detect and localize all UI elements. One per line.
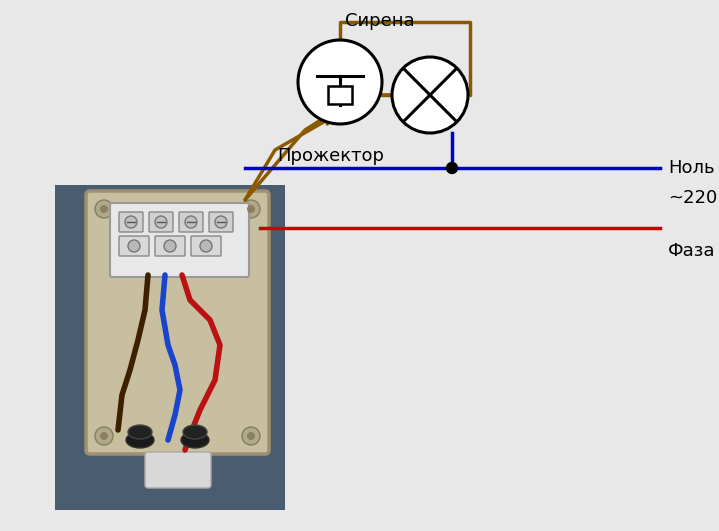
Circle shape <box>95 200 113 218</box>
Circle shape <box>100 205 108 213</box>
Circle shape <box>200 240 212 252</box>
Circle shape <box>446 162 457 174</box>
FancyBboxPatch shape <box>119 212 143 232</box>
Circle shape <box>100 432 108 440</box>
Circle shape <box>185 216 197 228</box>
Ellipse shape <box>128 425 152 439</box>
Circle shape <box>155 216 167 228</box>
FancyBboxPatch shape <box>191 236 221 256</box>
Circle shape <box>215 216 227 228</box>
Bar <box>55 185 285 510</box>
Circle shape <box>298 40 382 124</box>
Circle shape <box>392 57 468 133</box>
FancyBboxPatch shape <box>110 203 249 277</box>
FancyBboxPatch shape <box>209 212 233 232</box>
Text: ~220В: ~220В <box>668 189 719 207</box>
FancyBboxPatch shape <box>149 212 173 232</box>
Circle shape <box>242 200 260 218</box>
Circle shape <box>247 205 255 213</box>
FancyBboxPatch shape <box>86 191 269 454</box>
Circle shape <box>95 427 113 445</box>
Circle shape <box>125 216 137 228</box>
Circle shape <box>128 240 140 252</box>
Text: Фаза: Фаза <box>668 242 715 260</box>
Circle shape <box>242 427 260 445</box>
Ellipse shape <box>183 425 207 439</box>
FancyBboxPatch shape <box>155 236 185 256</box>
Ellipse shape <box>126 432 154 448</box>
Text: Сирена: Сирена <box>345 12 415 30</box>
FancyBboxPatch shape <box>119 236 149 256</box>
Text: Прожектор: Прожектор <box>277 147 384 165</box>
FancyBboxPatch shape <box>145 452 211 488</box>
Text: Ноль: Ноль <box>668 159 715 177</box>
Circle shape <box>164 240 176 252</box>
Ellipse shape <box>181 432 209 448</box>
Bar <box>329 86 352 104</box>
FancyBboxPatch shape <box>179 212 203 232</box>
Circle shape <box>247 432 255 440</box>
